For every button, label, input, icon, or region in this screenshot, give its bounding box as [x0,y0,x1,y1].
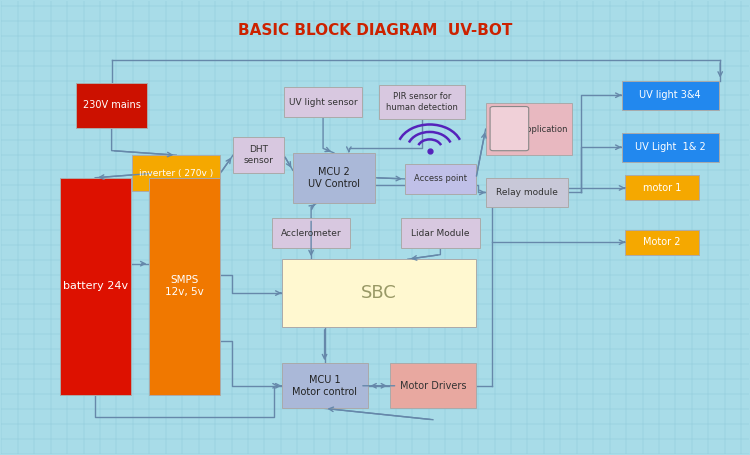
FancyBboxPatch shape [132,155,220,191]
FancyBboxPatch shape [281,259,476,327]
FancyBboxPatch shape [401,218,479,248]
FancyBboxPatch shape [76,83,147,128]
FancyBboxPatch shape [405,164,476,193]
Text: PIR sensor for
human detection: PIR sensor for human detection [386,92,458,112]
FancyBboxPatch shape [626,230,698,255]
Text: BASIC BLOCK DIAGRAM  UV-BOT: BASIC BLOCK DIAGRAM UV-BOT [238,23,512,38]
FancyBboxPatch shape [485,178,568,207]
Text: battery 24v: battery 24v [62,281,128,291]
Text: Acclerometer: Acclerometer [280,229,341,238]
FancyBboxPatch shape [622,132,718,162]
FancyBboxPatch shape [60,178,130,395]
FancyBboxPatch shape [490,106,529,151]
Text: UV light sensor: UV light sensor [289,97,358,106]
FancyBboxPatch shape [272,218,350,248]
Text: Lidar Module: Lidar Module [411,229,470,238]
FancyBboxPatch shape [149,178,220,395]
FancyBboxPatch shape [485,103,572,155]
Text: Motor 2: Motor 2 [644,237,681,247]
Text: motor 1: motor 1 [643,183,681,193]
Text: Relay module: Relay module [496,188,557,197]
Text: SMPS
12v, 5v: SMPS 12v, 5v [166,275,204,297]
Text: MCU 2
UV Control: MCU 2 UV Control [308,167,360,188]
Text: MCU 1
Motor control: MCU 1 Motor control [292,375,357,397]
Text: inverter ( 270v ): inverter ( 270v ) [139,169,213,178]
Text: UV Light  1& 2: UV Light 1& 2 [634,142,706,152]
FancyBboxPatch shape [622,81,718,110]
Text: UV light 3&4: UV light 3&4 [639,90,701,100]
FancyBboxPatch shape [626,176,698,200]
Text: DHT
sensor: DHT sensor [244,146,273,165]
FancyBboxPatch shape [281,363,368,409]
FancyBboxPatch shape [233,137,284,173]
Text: Mobile Application: Mobile Application [490,125,567,134]
FancyBboxPatch shape [292,153,375,202]
Text: Motor Drivers: Motor Drivers [400,381,466,391]
FancyBboxPatch shape [379,85,465,119]
FancyBboxPatch shape [390,363,476,409]
Text: Access point: Access point [414,174,467,183]
Text: 230V mains: 230V mains [82,101,140,111]
FancyBboxPatch shape [284,87,362,116]
Text: SBC: SBC [361,284,397,302]
